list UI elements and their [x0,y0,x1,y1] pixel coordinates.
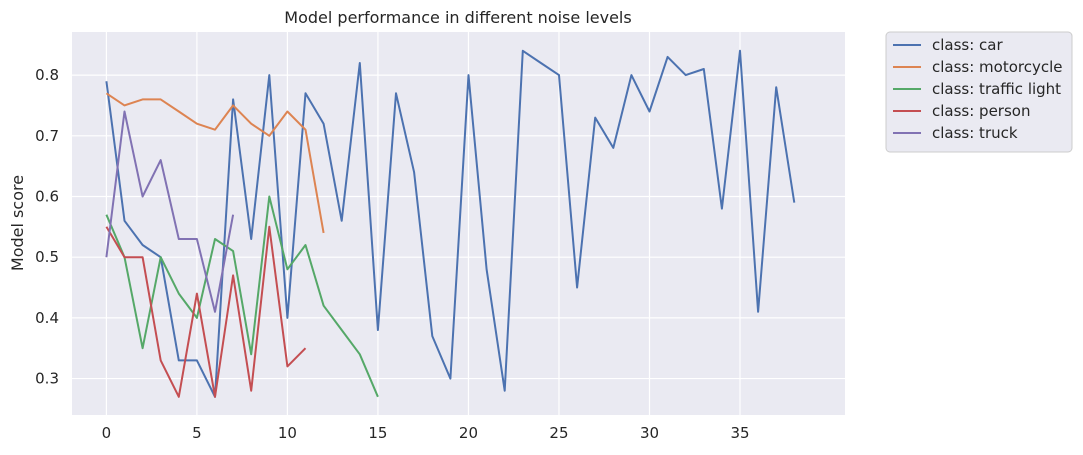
chart-title: Model performance in different noise lev… [284,8,631,27]
legend: class: car class: motorcycle class: traffi… [885,31,1073,153]
legend-box [885,31,1073,153]
plot-area [72,32,845,415]
x-tick-label: 10 [278,424,297,442]
x-tick-label: 5 [192,424,202,442]
legend-label-truck: class: truck [932,124,1018,142]
y-tick-label: 0.3 [35,370,59,388]
series-lines [105,49,796,398]
y-tick-label: 0.4 [35,309,59,327]
x-tick-label: 30 [640,424,659,442]
x-tick-label: 20 [459,424,478,442]
x-tick-label: 0 [102,424,112,442]
y-tick-label: 0.6 [35,187,59,205]
legend-label-person: class: person [932,102,1030,120]
legend-label-motorcycle: class: motorcycle [932,58,1063,76]
x-tick-labels: 0 5 10 15 20 25 30 35 [102,424,750,442]
y-tick-labels: 0.3 0.4 0.5 0.6 0.7 0.8 [35,66,59,387]
y-axis-label: Model score [8,175,27,271]
y-tick-label: 0.8 [35,66,59,84]
legend-label-car: class: car [932,36,1003,54]
x-tick-label: 25 [549,424,568,442]
y-tick-label: 0.7 [35,127,59,145]
y-tick-label: 0.5 [35,248,59,266]
series-line-person [105,225,307,398]
series-line-truck [105,110,235,313]
x-tick-label: 15 [368,424,387,442]
x-tick-label: 35 [730,424,749,442]
series-line-car [105,49,796,398]
legend-label-traffic-light: class: traffic light [932,80,1061,98]
series-line-motorcycle [105,92,325,234]
series-line-traffic-light [105,195,379,398]
